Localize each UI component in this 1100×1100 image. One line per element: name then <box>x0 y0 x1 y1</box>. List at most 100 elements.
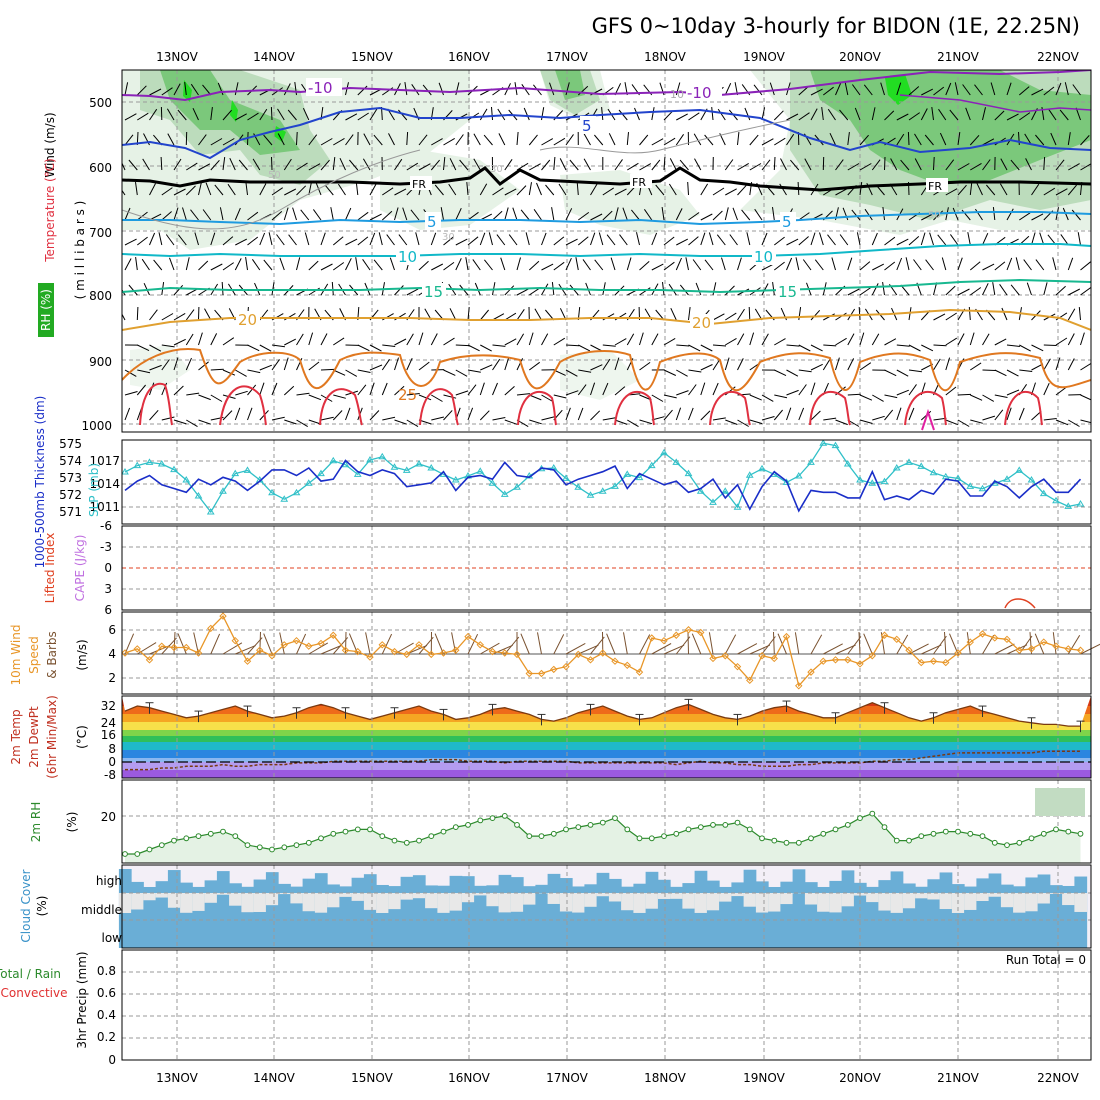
ylabel-rh2m: 2m RH <box>29 802 43 843</box>
cloud-gap-mid <box>131 893 144 910</box>
wind-barb <box>565 134 574 146</box>
wind-barb <box>479 309 489 321</box>
wind-barb <box>798 407 805 421</box>
wind-speed-marker <box>978 630 987 638</box>
cloud-bar-low <box>412 920 426 948</box>
wind-barb <box>931 107 934 121</box>
wind-barb <box>516 309 525 321</box>
wind-barb <box>565 82 570 96</box>
wind-barb <box>406 357 413 371</box>
cloud-bar-high <box>719 886 732 893</box>
wind-speed-marker <box>746 676 754 685</box>
rh-marker <box>440 828 447 835</box>
cloud-bar-high <box>327 884 340 893</box>
wind-barb <box>320 416 334 421</box>
wind-barb <box>847 288 860 296</box>
wind-barb <box>859 332 865 346</box>
wind-barb <box>1039 232 1045 246</box>
wind-barb <box>122 289 126 296</box>
cloud-bar-low <box>976 920 990 948</box>
slp-marker <box>721 487 730 494</box>
wind-barb <box>141 258 150 271</box>
precip-panel: Run Total = 0 0.8 0.6 0.4 0.2 0 Total / … <box>0 949 1092 1067</box>
upper-grid <box>122 70 1091 432</box>
wind-barb <box>798 112 810 121</box>
wind-barb <box>1067 184 1077 196</box>
wind-barb <box>198 182 202 196</box>
rh-legend-swatch <box>38 283 54 337</box>
wind-barb <box>965 107 971 121</box>
wind-speed-marker <box>182 643 190 652</box>
wind-barb <box>761 232 768 246</box>
wind-barb <box>1080 394 1091 401</box>
rh-darker-area <box>1035 788 1085 816</box>
wind-barb <box>296 392 310 396</box>
isotherm-label: FR <box>412 178 426 191</box>
cloud-bar-low <box>180 920 193 948</box>
wind-barb <box>332 236 344 246</box>
wind-barb <box>933 344 947 347</box>
wind-barb <box>449 158 457 171</box>
wind-barb <box>345 238 358 246</box>
wind-barb <box>1043 382 1050 396</box>
wind-barb <box>827 108 836 121</box>
cloud-bar-high <box>278 883 291 893</box>
wind-barb <box>362 158 371 171</box>
wind-barb <box>634 107 640 121</box>
wind-speed-marker <box>243 657 252 665</box>
wind-barb <box>662 282 665 296</box>
wind-barb <box>663 156 666 171</box>
y-tick: 16 <box>101 728 116 742</box>
wind-barb <box>308 134 318 146</box>
wind-barb <box>296 633 307 655</box>
wind-barb <box>528 332 534 346</box>
wind-barb <box>504 419 518 425</box>
wind-barb <box>210 232 216 246</box>
wind-barb <box>737 162 749 171</box>
wind-barb <box>357 384 367 396</box>
wind-speed-marker <box>1003 635 1011 644</box>
date-label: 20NOV <box>839 1071 881 1085</box>
wind-barb <box>823 643 843 655</box>
wind-barb <box>952 207 959 221</box>
isotherm-30 <box>904 390 947 426</box>
y-tick: 0 <box>104 561 112 575</box>
wind-barb <box>618 109 628 121</box>
wind-barb <box>271 187 283 196</box>
date-label: 14NOV <box>253 50 295 64</box>
cloud-bar-low <box>1037 920 1051 948</box>
wind-barb <box>761 138 774 146</box>
rh-marker <box>1065 828 1072 835</box>
wind-barb <box>521 84 530 96</box>
cloud-bar-low <box>694 920 708 948</box>
wind-barb <box>668 183 677 196</box>
wind-barb <box>688 236 699 246</box>
cloud-bar-mid <box>339 893 353 920</box>
rh-marker <box>318 835 324 842</box>
wind-barb <box>772 282 775 296</box>
cloud-bar-low <box>621 920 634 948</box>
wind-barb <box>337 183 346 196</box>
isotherm-label: FR <box>632 176 646 189</box>
rh-marker <box>636 835 643 842</box>
cloud-bar-high <box>559 878 573 893</box>
wind-barb <box>651 333 659 346</box>
wind-speed-marker <box>280 641 288 649</box>
isotherm-label: 15 <box>778 283 797 301</box>
rh-contour-gray <box>539 119 791 154</box>
wind-barb <box>541 263 554 271</box>
wind-barb <box>198 361 209 371</box>
wind-barb <box>1067 308 1076 321</box>
wind-barb <box>1055 188 1068 196</box>
wind-barb <box>982 138 995 146</box>
cloud-gap-mid <box>1037 893 1051 904</box>
wind-barb <box>185 333 194 346</box>
wind-barb <box>814 259 824 271</box>
rh-marker <box>195 833 202 839</box>
wind-barb <box>173 207 179 221</box>
wind-barb <box>166 108 175 121</box>
stability-ticks: -6 -3 0 3 6 <box>100 519 112 617</box>
wind-barb <box>137 112 149 121</box>
wind-ticks: 6 4 2 <box>108 623 116 685</box>
wind-speed-marker <box>415 641 423 649</box>
